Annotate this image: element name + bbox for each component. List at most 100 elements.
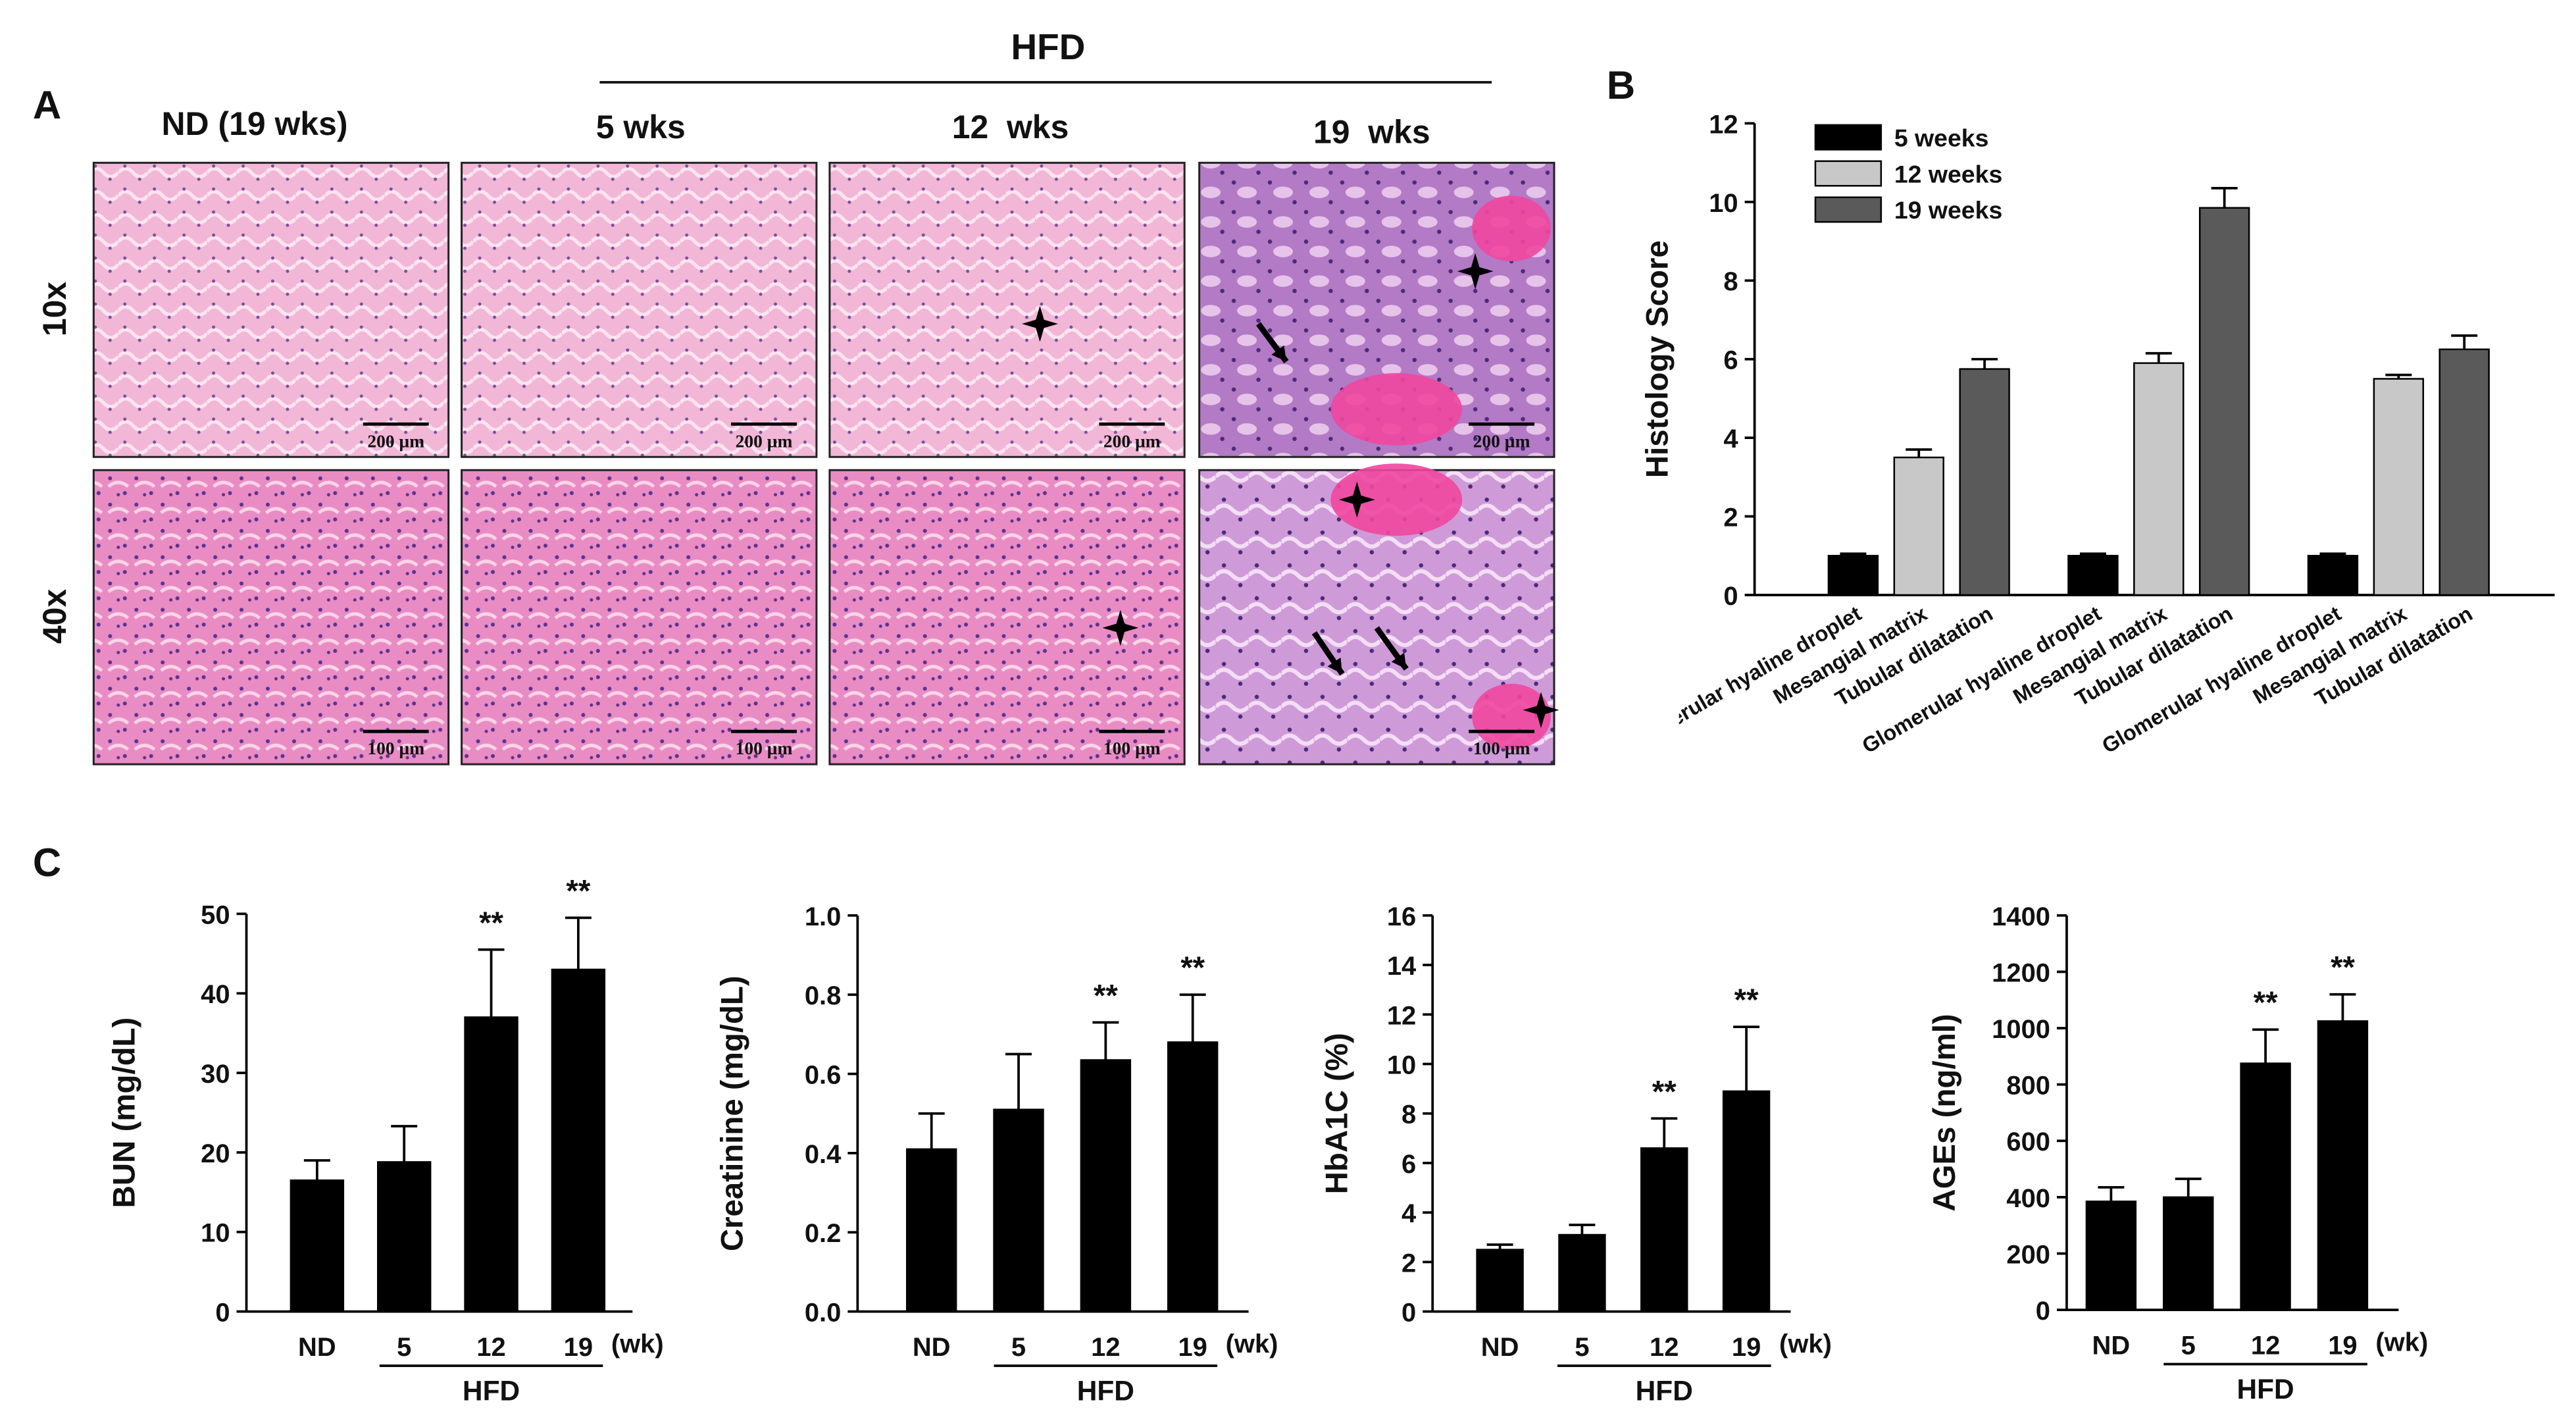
significance: ** xyxy=(479,906,503,941)
significance: ** xyxy=(1652,1074,1677,1109)
error-bar xyxy=(918,1112,945,1149)
y-axis-label: HbA1C (%) xyxy=(1319,1033,1354,1194)
x-unit: (wk) xyxy=(1779,1330,1832,1359)
panel-label: B xyxy=(1607,63,1635,107)
error-bar xyxy=(1840,552,1867,556)
hyaline-cast xyxy=(1472,195,1551,262)
y-tick-label: 0.8 xyxy=(805,981,842,1010)
error-bar xyxy=(1906,448,1932,457)
error-bar xyxy=(2175,1178,2202,1197)
bar xyxy=(2317,1020,2369,1311)
error-bar xyxy=(1179,993,1206,1043)
y-tick-label: 14 xyxy=(1387,952,1416,981)
y-tick-label: 8 xyxy=(1402,1101,1416,1129)
group-label: HFD xyxy=(463,1375,520,1406)
significance: ** xyxy=(1094,978,1118,1013)
x-tick-label: 19 xyxy=(564,1333,593,1362)
group-label: HFD xyxy=(2236,1374,2294,1405)
arrow-head xyxy=(1271,345,1287,362)
y-tick-label: 1400 xyxy=(1992,902,2050,931)
panel-label: C xyxy=(33,841,61,885)
bar xyxy=(2067,555,2119,596)
scale-bar-label: 200 µm xyxy=(1473,431,1530,451)
bar xyxy=(551,968,606,1312)
y-tick-label: 10 xyxy=(1709,189,1738,218)
scale-bar-label: 100 µm xyxy=(1103,738,1161,758)
bar xyxy=(377,1161,432,1312)
bar xyxy=(1827,555,1879,596)
bar xyxy=(905,1148,957,1312)
x-tick-label: 5 xyxy=(2181,1332,2196,1360)
y-tick-label: 10 xyxy=(1387,1050,1416,1079)
x-tick-label: 19 xyxy=(2328,1332,2357,1360)
scale-bar-label: 200 µm xyxy=(367,431,424,451)
y-tick-label: 30 xyxy=(201,1060,230,1089)
bar xyxy=(993,1108,1044,1312)
bar xyxy=(1640,1147,1688,1312)
hyaline-cast xyxy=(1330,373,1463,446)
bar xyxy=(290,1179,345,1312)
bar xyxy=(2438,348,2490,596)
group-label: HFD xyxy=(1077,1375,1134,1406)
y-tick-label: 40 xyxy=(201,980,230,1009)
y-tick-label: 6 xyxy=(1723,346,1738,375)
x-tick-label: 5 xyxy=(1011,1333,1026,1362)
micrograph xyxy=(828,469,1186,765)
row-label: 40x xyxy=(36,589,73,644)
bar xyxy=(1558,1233,1606,1312)
y-axis-label: AGEs (ng/ml) xyxy=(1927,1014,1962,1211)
arrow-head xyxy=(1391,652,1407,669)
star-marker xyxy=(1457,253,1494,290)
error-bar xyxy=(2098,1186,2125,1202)
y-tick-label: 20 xyxy=(201,1139,230,1168)
micrograph xyxy=(461,161,818,458)
scale-bar-label: 200 µm xyxy=(736,431,793,451)
legend-swatch xyxy=(1814,196,1882,223)
bar xyxy=(2373,378,2425,596)
error-bar xyxy=(1005,1052,1032,1110)
legend-swatch xyxy=(1814,124,1882,151)
error-bar xyxy=(2319,552,2346,556)
y-tick-label: 0.4 xyxy=(805,1140,842,1169)
y-tick-label: 4 xyxy=(1723,425,1738,453)
x-tick-label: 12 xyxy=(1650,1333,1679,1362)
y-tick-label: 50 xyxy=(201,900,230,929)
x-tick-label: ND xyxy=(298,1333,336,1362)
y-tick-label: 1200 xyxy=(1992,958,2050,987)
y-tick-label: 0 xyxy=(1402,1299,1416,1328)
error-bar xyxy=(2385,373,2412,379)
y-tick-label: 4 xyxy=(1402,1199,1416,1228)
bar xyxy=(1893,456,1944,596)
bar xyxy=(2085,1201,2137,1311)
bar xyxy=(2198,207,2250,596)
error-bar xyxy=(2451,334,2478,350)
bar xyxy=(2133,362,2185,596)
error-bar xyxy=(1092,1021,1119,1060)
bar xyxy=(1722,1090,1771,1312)
y-tick-label: 0 xyxy=(2036,1297,2050,1326)
x-unit: (wk) xyxy=(1226,1330,1278,1359)
x-tick-label: ND xyxy=(913,1333,951,1362)
significance: ** xyxy=(1734,983,1759,1018)
error-bar xyxy=(1486,1243,1513,1250)
y-tick-label: 0 xyxy=(215,1299,230,1328)
x-tick-label: 12 xyxy=(2251,1332,2280,1360)
y-tick-label: 12 xyxy=(1387,1001,1416,1030)
error-bar xyxy=(1569,1224,1596,1235)
column-label: 19 wks xyxy=(1313,113,1430,150)
x-unit: (wk) xyxy=(611,1330,664,1359)
y-tick-label: 6 xyxy=(1402,1150,1416,1179)
column-label: 12 wks xyxy=(952,109,1069,145)
legend-label: 19 weeks xyxy=(1894,196,2002,224)
y-tick-label: 0.6 xyxy=(805,1061,842,1090)
error-bar xyxy=(391,1125,418,1162)
y-tick-label: 400 xyxy=(2006,1184,2050,1213)
group-label: HFD xyxy=(1636,1375,1693,1406)
x-tick-label: 12 xyxy=(476,1333,505,1362)
y-axis-label: BUN (mg/dL) xyxy=(107,1018,142,1208)
bar xyxy=(1959,368,2010,596)
legend-label: 5 weeks xyxy=(1894,124,1989,151)
y-tick-label: 0.0 xyxy=(805,1299,842,1328)
x-tick-label: 5 xyxy=(397,1333,411,1362)
bar xyxy=(1476,1249,1524,1312)
